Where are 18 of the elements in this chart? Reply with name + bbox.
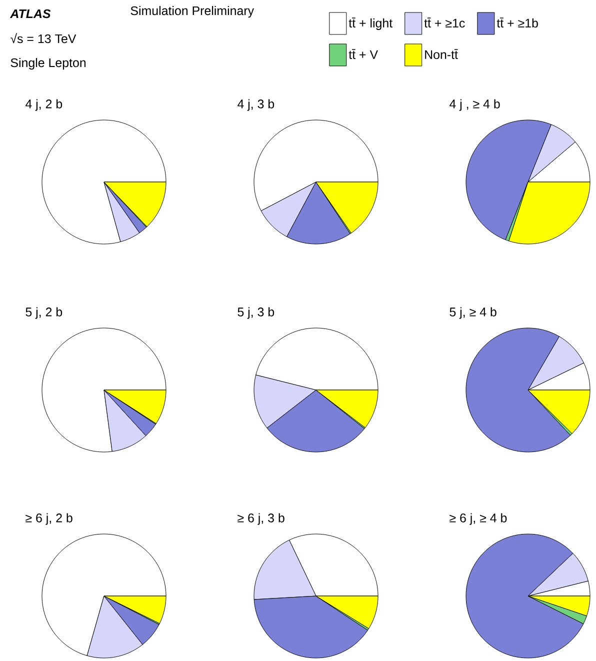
text: 4 j, 2 b <box>26 99 62 111</box>
chart-title: 5 j, ≥ 4 b <box>450 307 496 319</box>
legend-label: tt̄ + ≥1c <box>424 18 465 28</box>
legend-label: tt̄ + ≥1b <box>496 18 538 28</box>
text: Single Lepton <box>10 58 86 70</box>
legend-label: tt̄ + V <box>348 49 378 60</box>
chart-title: 4 j , ≥ 4 b <box>450 99 500 111</box>
legend-label: Non-tt̄ <box>425 49 458 60</box>
chart-title: ≥ 6 j, 2 b <box>26 513 72 525</box>
text: Simulation Preliminary <box>130 6 254 18</box>
chart-title: 4 j, 3 b <box>238 99 274 111</box>
legend-label: tt̄ + light <box>348 18 392 30</box>
text: √s = 13 TeV <box>10 33 76 44</box>
chart-title: 5 j, 3 b <box>238 307 274 319</box>
chart-title: ≥ 6 j, ≥ 4 b <box>450 513 507 525</box>
text: ATLAS <box>10 9 51 18</box>
chart-title: 5 j, 2 b <box>26 307 62 319</box>
chart-title: ≥ 6 j, 3 b <box>238 513 284 525</box>
